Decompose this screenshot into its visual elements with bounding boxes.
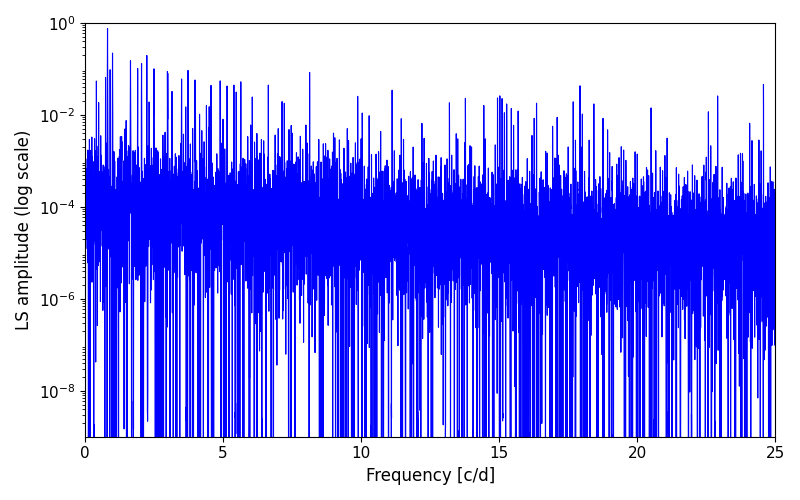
- Y-axis label: LS amplitude (log scale): LS amplitude (log scale): [15, 130, 33, 330]
- X-axis label: Frequency [c/d]: Frequency [c/d]: [366, 467, 494, 485]
